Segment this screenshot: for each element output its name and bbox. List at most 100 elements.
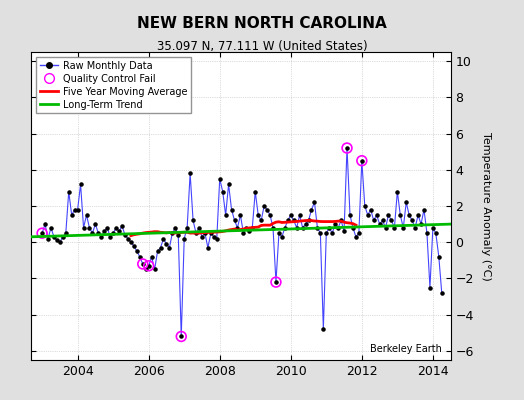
Point xyxy=(62,230,70,236)
Point xyxy=(296,212,304,218)
Point xyxy=(219,188,227,195)
Point xyxy=(180,236,189,242)
Point xyxy=(88,230,96,236)
Point xyxy=(358,158,366,164)
Point xyxy=(322,230,331,236)
Text: 35.097 N, 77.111 W (United States): 35.097 N, 77.111 W (United States) xyxy=(157,40,367,53)
Point xyxy=(231,217,239,224)
Point xyxy=(115,228,123,234)
Point xyxy=(242,224,250,231)
Point xyxy=(68,212,76,218)
Point xyxy=(136,254,144,260)
Text: NEW BERN NORTH CAROLINA: NEW BERN NORTH CAROLINA xyxy=(137,16,387,31)
Point xyxy=(254,212,263,218)
Point xyxy=(402,199,410,206)
Point xyxy=(408,217,417,224)
Point xyxy=(121,232,129,238)
Point xyxy=(82,212,91,218)
Point xyxy=(414,212,422,218)
Point xyxy=(405,212,413,218)
Point xyxy=(192,230,200,236)
Point xyxy=(387,217,396,224)
Point xyxy=(251,188,259,195)
Point xyxy=(165,244,173,251)
Point xyxy=(56,239,64,246)
Point xyxy=(272,279,280,285)
Point xyxy=(159,236,168,242)
Point xyxy=(236,212,245,218)
Point xyxy=(127,239,135,246)
Point xyxy=(381,224,390,231)
Point xyxy=(138,261,147,267)
Point xyxy=(156,244,165,251)
Point xyxy=(263,206,271,213)
Point xyxy=(124,236,132,242)
Point xyxy=(432,230,440,236)
Point xyxy=(47,224,55,231)
Point xyxy=(145,262,153,269)
Point xyxy=(118,223,126,229)
Point xyxy=(298,224,307,231)
Text: Berkeley Earth: Berkeley Earth xyxy=(370,344,442,354)
Point xyxy=(328,230,336,236)
Point xyxy=(316,230,324,236)
Point xyxy=(38,230,46,236)
Point xyxy=(91,221,100,227)
Point xyxy=(64,188,73,195)
Point xyxy=(434,254,443,260)
Point xyxy=(331,221,340,227)
Point xyxy=(349,224,357,231)
Point xyxy=(361,203,369,209)
Point xyxy=(201,230,209,236)
Point xyxy=(364,212,372,218)
Point xyxy=(340,228,348,234)
Point xyxy=(109,230,117,236)
Point xyxy=(325,224,333,231)
Point xyxy=(366,206,375,213)
Point xyxy=(375,221,384,227)
Point xyxy=(278,234,286,240)
Point xyxy=(213,236,221,242)
Point xyxy=(41,221,49,227)
Point xyxy=(272,279,280,285)
Point xyxy=(177,333,185,340)
Point xyxy=(97,234,105,240)
Point xyxy=(85,224,94,231)
Point xyxy=(343,145,351,151)
Point xyxy=(129,243,138,249)
Point xyxy=(174,232,182,238)
Point xyxy=(283,217,292,224)
Point xyxy=(147,254,156,260)
Point xyxy=(177,333,185,340)
Point xyxy=(393,188,401,195)
Point xyxy=(77,181,85,188)
Point xyxy=(269,224,277,231)
Point xyxy=(171,224,180,231)
Point xyxy=(337,217,345,224)
Point xyxy=(183,224,191,231)
Point xyxy=(150,266,159,273)
Point xyxy=(310,199,319,206)
Point xyxy=(59,234,67,240)
Point xyxy=(210,234,218,240)
Point xyxy=(307,206,315,213)
Point xyxy=(343,145,351,151)
Point xyxy=(257,217,265,224)
Point xyxy=(260,203,268,209)
Point xyxy=(396,212,405,218)
Point xyxy=(112,224,121,231)
Point xyxy=(438,290,446,296)
Point xyxy=(378,217,387,224)
Point xyxy=(352,234,360,240)
Point xyxy=(245,228,254,234)
Legend: Raw Monthly Data, Quality Control Fail, Five Year Moving Average, Long-Term Tren: Raw Monthly Data, Quality Control Fail, … xyxy=(36,57,191,113)
Point xyxy=(195,224,203,231)
Point xyxy=(301,221,310,227)
Point xyxy=(369,217,378,224)
Point xyxy=(186,170,194,176)
Point xyxy=(206,230,215,236)
Point xyxy=(319,326,328,332)
Point xyxy=(168,230,177,236)
Point xyxy=(106,234,114,240)
Point xyxy=(162,241,171,247)
